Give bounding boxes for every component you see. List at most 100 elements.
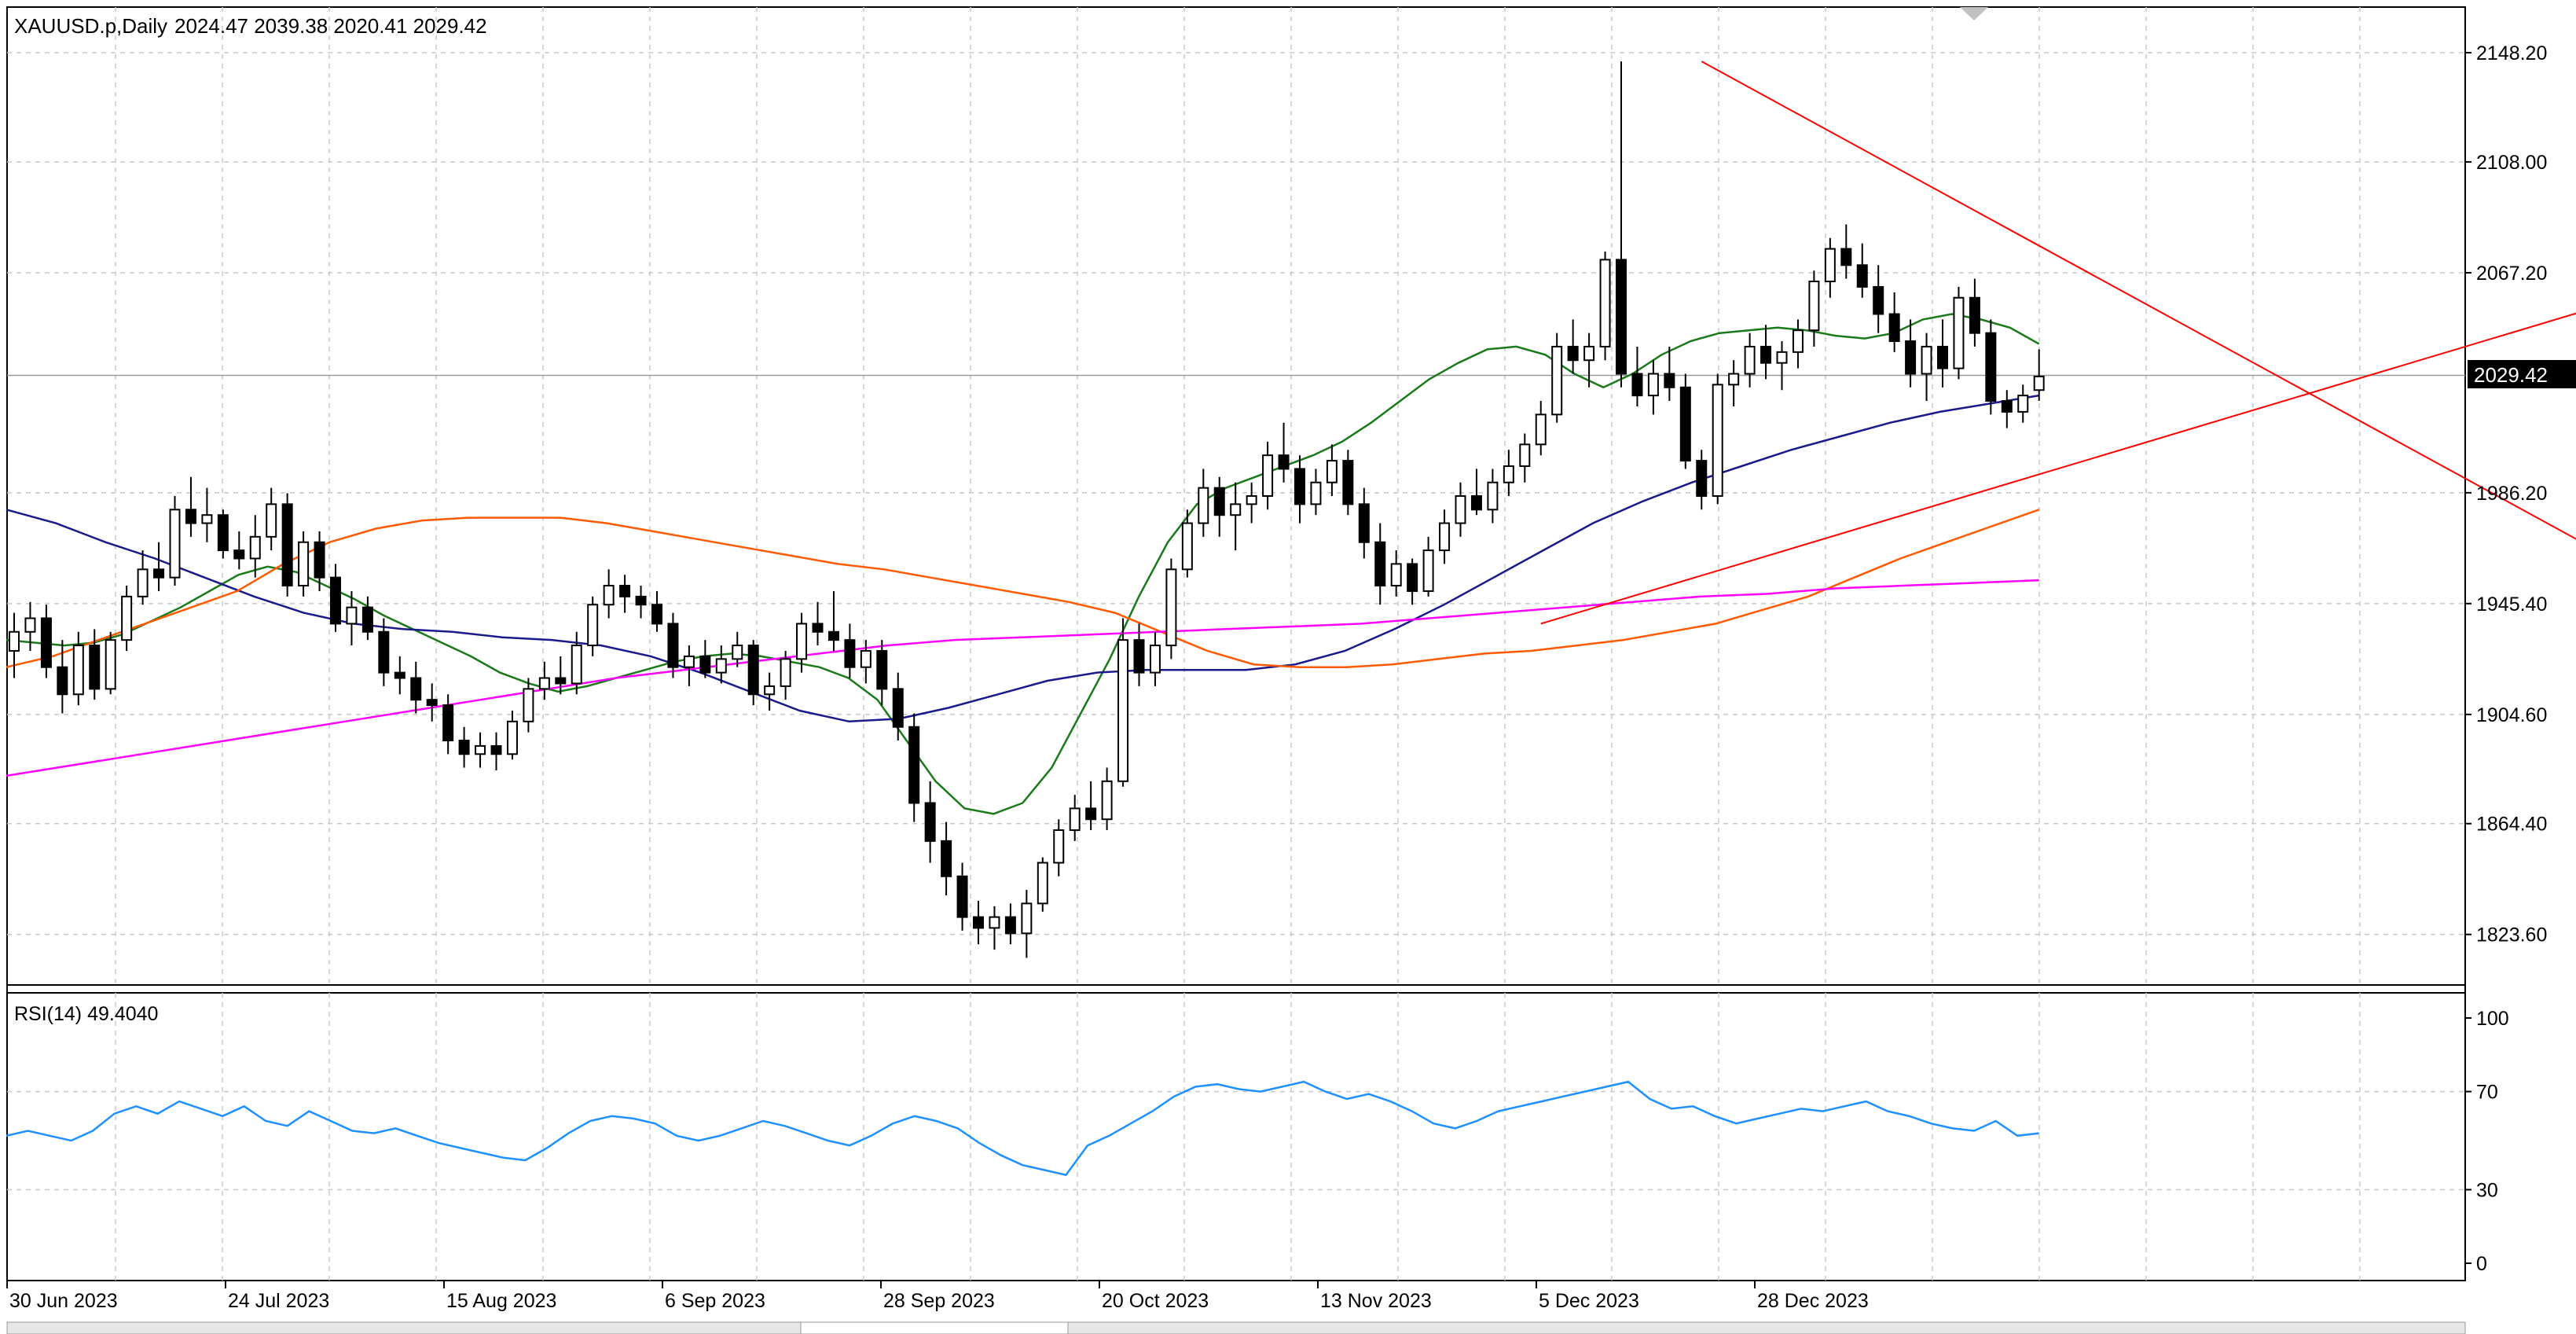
bull-candle-body (72, 645, 84, 696)
candle (185, 476, 196, 537)
bull-candle-body (1455, 495, 1466, 524)
bull-candle-body (1712, 384, 1723, 498)
candle (1198, 469, 1209, 537)
bull-candle-body (1246, 495, 1257, 505)
bull-candle-body (764, 685, 776, 696)
bull-candle-body (715, 658, 727, 674)
bull-candle-body (1551, 345, 1563, 416)
bear-candle-body (908, 726, 920, 804)
candle (1873, 265, 1884, 333)
shift-marker-icon[interactable] (1960, 7, 1988, 20)
date-tick-label: 13 Nov 2023 (1320, 1290, 1432, 1312)
candle (1792, 319, 1804, 369)
price-tick-label: 2067.20 (2476, 263, 2547, 285)
candle (1358, 487, 1370, 559)
candle (1069, 795, 1081, 841)
candle (812, 601, 824, 646)
bear-candle-body (1760, 345, 1772, 364)
rsi-axis: 100 70 30 0 (2465, 1008, 2509, 1275)
candle (137, 550, 149, 605)
current-price-value: 2029.42 (2474, 363, 2548, 387)
bull-candle-body (860, 649, 872, 668)
bull-candle-body (1599, 259, 1611, 347)
bear-candle-body (1616, 259, 1627, 375)
bull-candle-body (1117, 639, 1129, 782)
bear-candle-body (314, 541, 325, 579)
date-tick-label: 20 Oct 2023 (1102, 1290, 1209, 1312)
bear-candle-body (1004, 916, 1016, 935)
candle (619, 575, 631, 613)
candle (1407, 558, 1418, 605)
candle (1165, 558, 1177, 660)
candle (1342, 450, 1354, 516)
candle (1310, 469, 1322, 516)
bull-candle-body (538, 677, 550, 690)
candle (89, 629, 101, 700)
candle (1053, 819, 1065, 876)
scroll-tabs[interactable] (6, 1321, 2466, 1334)
bull-candle-body (1230, 503, 1242, 516)
candle (1696, 450, 1708, 510)
bull-candle-body (1101, 780, 1113, 821)
bear-candle-body (458, 740, 470, 755)
bear-candle-body (619, 585, 631, 597)
bull-candle-body (1647, 373, 1659, 397)
candle (394, 656, 405, 695)
bear-candle-body (1985, 332, 1997, 402)
bear-candle-body (1937, 345, 1948, 369)
bear-candle-body (747, 645, 759, 696)
candle (1535, 401, 1547, 456)
bear-candle-body (827, 630, 839, 641)
bull-candle-body (506, 720, 518, 755)
bull-candle-body (1953, 296, 1965, 369)
trendline[interactable] (1540, 263, 2576, 625)
candle (1679, 373, 1691, 469)
candle (2017, 384, 2029, 423)
date-tick-label: 6 Sep 2023 (665, 1290, 765, 1312)
candle (1455, 482, 1466, 537)
candle (378, 618, 390, 686)
date-tick-label: 15 Aug 2023 (446, 1290, 556, 1312)
candle (1921, 333, 1932, 402)
candle (1985, 319, 1997, 415)
candle (314, 531, 325, 591)
bull-candle-body (475, 744, 486, 755)
candle (764, 672, 776, 711)
rsi-indicator (6, 1080, 2039, 1177)
bear-candle-body (1407, 563, 1418, 592)
candle (1278, 422, 1290, 483)
bull-candle-body (1422, 549, 1434, 592)
bear-candle-body (667, 623, 679, 668)
date-tick-label: 30 Jun 2023 (9, 1290, 118, 1312)
bull-candle-body (1149, 645, 1161, 674)
candle (57, 640, 68, 714)
candle (330, 564, 341, 632)
candle (973, 900, 984, 945)
bull-candle-body (201, 514, 213, 524)
candle (475, 732, 486, 768)
bear-candle-body (217, 514, 229, 552)
price-tick-label: 1823.60 (2476, 924, 2547, 946)
bear-candle-body (1358, 503, 1370, 543)
candle (1519, 433, 1531, 483)
candle (1808, 270, 1820, 347)
bear-candle-body (924, 802, 936, 842)
bull-candle-body (989, 916, 1000, 929)
bear-candle-body (1278, 454, 1290, 470)
candle (876, 640, 888, 706)
bear-candle-body (378, 630, 390, 674)
bull-candle-body (9, 630, 20, 652)
bear-candle-body (1888, 313, 1900, 343)
bull-candle-body (1744, 345, 1756, 375)
rsi-tick-label: 0 (2476, 1253, 2487, 1275)
candle (72, 631, 84, 706)
bull-candle-body (105, 639, 116, 690)
date-tick-label: 28 Sep 2023 (883, 1290, 995, 1312)
candle (635, 586, 647, 619)
trendline[interactable] (1701, 61, 2576, 632)
candle (1583, 333, 1595, 388)
ma-magenta-line (6, 579, 2039, 777)
bear-candle-body (892, 688, 904, 728)
rsi-tick-label: 70 (2476, 1082, 2498, 1104)
